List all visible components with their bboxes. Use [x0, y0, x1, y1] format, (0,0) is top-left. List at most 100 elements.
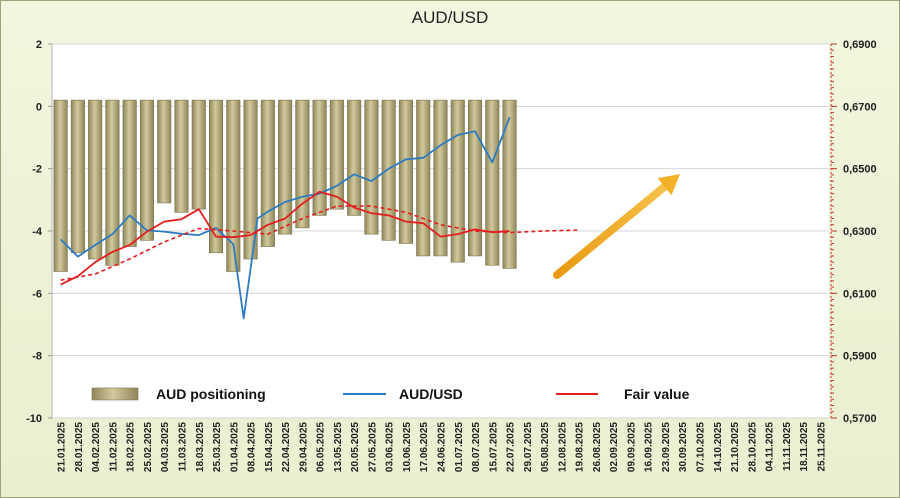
legend-label-audusd: AUD/USD — [399, 386, 463, 402]
legend: AUD positioning AUD/USD Fair value — [91, 386, 690, 402]
audusd-line — [59, 116, 511, 320]
x-tick-label: 01.07.2025 — [454, 422, 465, 472]
right-tick-label: 0,5900 — [843, 351, 877, 363]
legend-label-positioning: AUD positioning — [156, 386, 266, 402]
left-axis: 2 0 -2 -4 -6 -8 -10 — [26, 39, 53, 425]
right-tick-label: 0,6900 — [843, 39, 877, 51]
x-tick-label: 09.09.2025 — [626, 422, 637, 472]
x-tick-label: 30.09.2025 — [678, 422, 689, 472]
x-tick-label: 18.11.2025 — [799, 422, 810, 472]
x-tick-label: 22.04.2025 — [281, 422, 292, 472]
x-tick-label: 08.04.2025 — [247, 422, 258, 472]
x-tick-label: 23.09.2025 — [661, 422, 672, 472]
bar — [416, 99, 431, 257]
x-tick-label: 29.04.2025 — [298, 422, 309, 472]
left-tick-label: 0 — [36, 101, 42, 113]
x-tick-label: 11.03.2025 — [178, 422, 189, 472]
bar — [467, 99, 483, 257]
bar — [174, 99, 189, 213]
bar — [433, 99, 448, 257]
x-tick-label: 05.08.2025 — [540, 422, 551, 472]
bar — [329, 99, 344, 210]
bar — [208, 99, 224, 254]
right-tick-label: 0,6700 — [843, 101, 877, 113]
x-tick-label: 12.08.2025 — [557, 422, 568, 472]
x-tick-label: 14.10.2025 — [713, 422, 724, 472]
legend-label-fair-value: Fair value — [624, 386, 690, 402]
x-tick-label: 22.07.2025 — [506, 422, 517, 472]
x-tick-label: 02.09.2025 — [609, 422, 620, 472]
fair-value-forecast-line — [60, 205, 579, 281]
bar — [485, 99, 500, 266]
right-tick-label: 0,6500 — [843, 164, 877, 176]
bar — [105, 99, 120, 266]
x-tick-label: 04.02.2025 — [91, 422, 102, 472]
bar — [502, 99, 517, 269]
x-tick-label: 27.05.2025 — [367, 422, 378, 472]
left-tick-label: -6 — [32, 288, 42, 300]
bar — [226, 99, 241, 272]
x-tick-label: 10.06.2025 — [402, 422, 413, 472]
x-tick-label: 11.11.2025 — [782, 422, 793, 471]
x-tick-label: 06.05.2025 — [316, 422, 327, 472]
left-tick-label: -10 — [26, 413, 42, 425]
x-tick-label: 19.08.2025 — [575, 422, 586, 472]
bar — [450, 99, 465, 263]
x-tick-label: 21.10.2025 — [730, 422, 741, 472]
x-tick-label: 15.04.2025 — [264, 422, 275, 472]
x-tick-label: 16.09.2025 — [644, 422, 655, 472]
x-tick-label: 18.03.2025 — [195, 422, 206, 472]
right-tick-label: 0,6300 — [843, 226, 877, 238]
x-tick-label: 18.02.2025 — [126, 422, 137, 472]
bar — [347, 99, 362, 216]
bar — [243, 99, 258, 260]
right-axis: 0,6900 0,6700 0,6500 0,6300 0,6100 0,5900 0,57… — [830, 39, 877, 425]
x-tick-label: 04.11.2025 — [765, 422, 776, 472]
bar — [364, 99, 379, 235]
x-tick-label: 15.07.2025 — [488, 422, 499, 472]
bars — [53, 99, 517, 272]
x-tick-label: 25.02.2025 — [143, 422, 154, 472]
fair-value-line — [60, 190, 510, 286]
right-tick-label: 0,5700 — [843, 413, 877, 425]
x-tick-label: 08.07.2025 — [471, 422, 482, 472]
x-tick-label: 24.06.2025 — [437, 422, 448, 472]
bar — [122, 99, 137, 247]
legend-swatch-positioning — [91, 387, 139, 401]
x-tick-label: 07.10.2025 — [696, 422, 707, 472]
x-axis: 21.01.2025 28.01.2025 04.02.2025 11.02.2025… — [57, 422, 828, 472]
x-tick-label: 01.04.2025 — [229, 422, 240, 472]
left-tick-label: -8 — [32, 351, 42, 363]
bar — [381, 99, 396, 241]
x-tick-label: 26.08.2025 — [592, 422, 603, 472]
bar — [139, 99, 155, 241]
bar — [191, 99, 206, 210]
bar — [70, 99, 85, 254]
bar — [88, 99, 103, 260]
lines — [59, 116, 579, 320]
arrow-shaft — [553, 182, 669, 279]
bar — [157, 99, 172, 204]
x-tick-label: 03.06.2025 — [385, 422, 396, 472]
trend-arrow — [553, 174, 680, 279]
x-tick-label: 21.01.2025 — [57, 422, 68, 472]
arrow-head — [657, 174, 680, 196]
left-tick-label: 2 — [36, 39, 42, 51]
left-tick-label: -2 — [32, 164, 42, 176]
left-tick-label: -4 — [32, 226, 43, 238]
x-tick-label: 13.05.2025 — [333, 422, 344, 472]
right-tick-label: 0,6100 — [843, 288, 877, 300]
bar — [312, 99, 327, 216]
x-tick-label: 25.03.2025 — [212, 422, 223, 472]
bar — [53, 99, 68, 272]
x-tick-label: 29.07.2025 — [523, 422, 534, 472]
x-tick-label: 25.11.2025 — [816, 422, 827, 472]
x-tick-label: 28.01.2025 — [74, 422, 85, 472]
chart-title: AUD/USD — [411, 8, 489, 27]
x-tick-label: 28.10.2025 — [747, 422, 758, 472]
x-tick-label: 04.03.2025 — [160, 422, 171, 472]
x-tick-label: 17.06.2025 — [419, 422, 430, 472]
x-tick-label: 20.05.2025 — [350, 422, 361, 472]
bar — [398, 99, 414, 244]
